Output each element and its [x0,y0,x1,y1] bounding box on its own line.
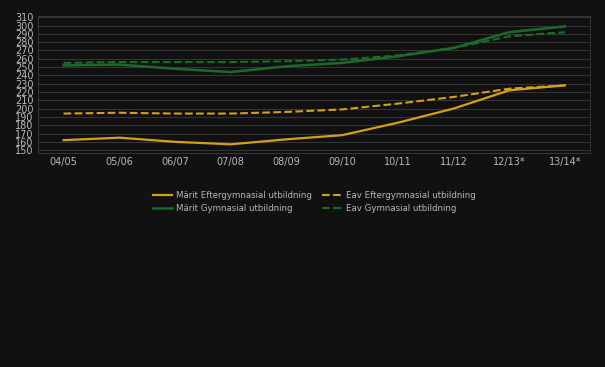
Märit Gymnasial utbildning [506,30,513,34]
Märit Eftergymnasial utbildning [227,142,234,146]
Eav Eftergymnasial utbildning [561,83,569,88]
Märit Eftergymnasial utbildning [338,133,345,137]
Märit Eftergymnasial utbildning [561,83,569,88]
Märit Gymnasial utbildning [450,46,457,50]
Märit Gymnasial utbildning [227,70,234,74]
Eav Eftergymnasial utbildning [116,110,123,115]
Eav Eftergymnasial utbildning [283,110,290,114]
Eav Gymnasial utbildning [227,60,234,64]
Märit Eftergymnasial utbildning [171,139,178,144]
Eav Eftergymnasial utbildning [450,95,457,99]
Eav Gymnasial utbildning [506,34,513,39]
Märit Gymnasial utbildning [60,63,67,68]
Eav Gymnasial utbildning [283,59,290,63]
Eav Eftergymnasial utbildning [171,111,178,116]
Eav Eftergymnasial utbildning [60,111,67,116]
Eav Eftergymnasial utbildning [227,111,234,116]
Märit Gymnasial utbildning [338,61,345,65]
Line: Märit Eftergymnasial utbildning: Märit Eftergymnasial utbildning [64,86,565,144]
Märit Eftergymnasial utbildning [506,88,513,92]
Märit Gymnasial utbildning [283,64,290,68]
Legend: Märit Eftergymnasial utbildning, Märit Gymnasial utbildning, Eav Eftergymnasial : Märit Eftergymnasial utbildning, Märit G… [149,188,479,217]
Märit Eftergymnasial utbildning [394,120,402,125]
Märit Gymnasial utbildning [116,62,123,67]
Eav Gymnasial utbildning [450,46,457,50]
Märit Eftergymnasial utbildning [60,138,67,142]
Märit Gymnasial utbildning [394,54,402,58]
Märit Eftergymnasial utbildning [116,135,123,140]
Eav Eftergymnasial utbildning [506,87,513,91]
Märit Gymnasial utbildning [561,24,569,29]
Line: Eav Gymnasial utbildning: Eav Gymnasial utbildning [64,32,565,63]
Märit Eftergymnasial utbildning [283,137,290,142]
Eav Eftergymnasial utbildning [394,101,402,106]
Eav Gymnasial utbildning [171,60,178,64]
Line: Märit Gymnasial utbildning: Märit Gymnasial utbildning [64,26,565,72]
Line: Eav Eftergymnasial utbildning: Eav Eftergymnasial utbildning [64,86,565,113]
Eav Gymnasial utbildning [338,57,345,62]
Märit Gymnasial utbildning [171,66,178,71]
Eav Gymnasial utbildning [60,61,67,65]
Eav Eftergymnasial utbildning [338,107,345,112]
Eav Gymnasial utbildning [394,53,402,58]
Eav Gymnasial utbildning [116,60,123,64]
Eav Gymnasial utbildning [561,30,569,34]
Märit Eftergymnasial utbildning [450,106,457,111]
